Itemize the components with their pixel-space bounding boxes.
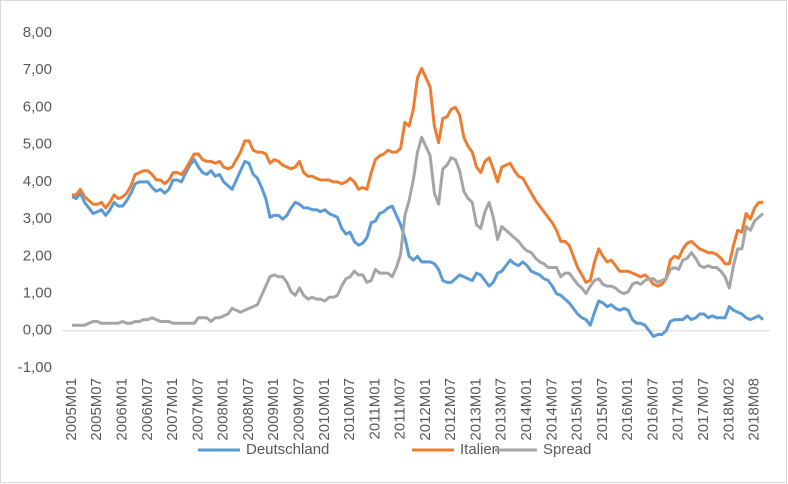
x-tick-label: 2005M07 <box>88 378 105 441</box>
x-tick-label: 2006M07 <box>139 378 156 441</box>
legend-label: Deutschland <box>246 441 329 458</box>
x-tick-label: 2014M07 <box>543 378 560 441</box>
x-tick-label: 2017M07 <box>695 378 712 441</box>
x-tick-label: 2011M01 <box>366 378 383 439</box>
x-tick-label: 2006M01 <box>114 378 131 441</box>
x-tick-label: 2016M07 <box>644 378 661 441</box>
x-tick-label: 2016M01 <box>619 378 636 441</box>
x-tick-label: 2005M01 <box>63 378 80 441</box>
x-tick-label: 2010M07 <box>341 378 358 441</box>
x-tick-label: 2012M01 <box>417 378 434 441</box>
x-tick-label: 2013M07 <box>493 378 510 441</box>
y-tick-label: 8,00 <box>23 24 52 41</box>
legend-label: Spread <box>543 441 591 458</box>
x-tick-label: 2008M01 <box>215 378 232 441</box>
x-tick-label: 2012M07 <box>442 378 459 441</box>
x-tick-label: 2009M07 <box>290 378 307 441</box>
x-tick-label: 2011M07 <box>392 378 409 439</box>
y-tick-label: 0,00 <box>23 322 52 339</box>
data-line <box>72 135 765 327</box>
x-tick-label: 2018M08 <box>746 378 763 441</box>
x-tick-label: 2017M01 <box>670 378 687 441</box>
y-tick-label: -1,00 <box>18 359 52 376</box>
y-tick-label: 3,00 <box>23 210 52 227</box>
x-tick-label: 2013M01 <box>467 378 484 441</box>
x-tick-label: 2015M07 <box>594 378 611 441</box>
x-tick-label: 2007M07 <box>189 378 206 441</box>
legend-label: Italien <box>460 441 500 458</box>
data-line <box>72 66 763 288</box>
y-tick-label: 6,00 <box>23 98 52 115</box>
y-tick-label: 5,00 <box>23 136 52 153</box>
y-tick-label: 2,00 <box>23 247 52 264</box>
x-tick-label: 2007M01 <box>164 378 181 441</box>
y-tick-label: 4,00 <box>23 173 52 190</box>
x-tick-label: 2010M01 <box>316 378 333 441</box>
y-tick-label: 7,00 <box>23 61 52 78</box>
x-tick-label: 2009M01 <box>265 378 282 441</box>
x-tick-label: 2014M01 <box>518 378 535 441</box>
x-tick-label: 2018M02 <box>720 378 737 441</box>
data-line <box>71 158 764 338</box>
x-tick-label: 2015M01 <box>569 378 586 441</box>
x-tick-label: 2008M07 <box>240 378 257 441</box>
y-tick-label: 1,00 <box>23 285 52 302</box>
